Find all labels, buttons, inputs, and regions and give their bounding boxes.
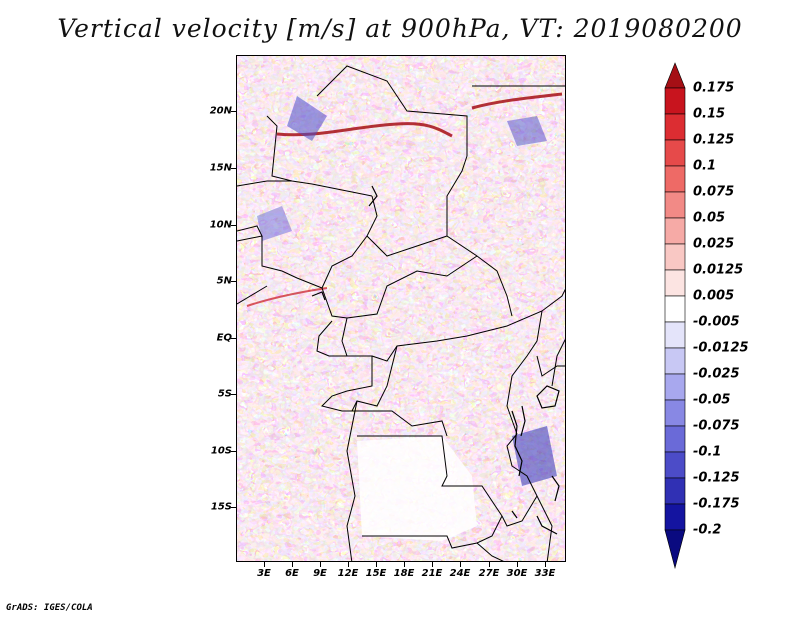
country-borders — [237, 65, 565, 561]
lat-tick — [231, 111, 236, 112]
lon-tick — [517, 562, 518, 567]
lon-tick — [460, 562, 461, 567]
lon-label-21e: 21E — [421, 568, 443, 579]
lon-label-9e: 9E — [313, 568, 327, 579]
lat-label-5n: 5N — [216, 275, 232, 287]
colorbar-segment — [664, 62, 686, 89]
colorbar-label: 0.005 — [693, 288, 735, 304]
colorbar-segment — [664, 113, 686, 141]
colorbar-label: 0.075 — [693, 184, 735, 200]
lat-tick — [231, 281, 236, 282]
colorbar-segment — [664, 399, 686, 427]
updraft-streak — [471, 92, 563, 110]
lon-tick — [545, 562, 546, 567]
map-title: Vertical velocity [m/s] at 900hPa, VT: 2… — [57, 14, 743, 43]
colorbar-segment — [664, 87, 686, 115]
lon-tick — [376, 562, 377, 567]
colorbar-label: -0.005 — [693, 314, 740, 330]
lon-tick — [292, 562, 293, 567]
lon-label-30e: 30E — [506, 568, 528, 579]
lat-label-15n: 15N — [209, 162, 232, 174]
downdraft-patch — [287, 96, 327, 141]
colorbar-segment — [664, 425, 686, 453]
downdraft-patch — [512, 426, 557, 486]
colorbar-segment — [664, 191, 686, 219]
lon-label-3e: 3E — [257, 568, 271, 579]
map-plot-area — [236, 55, 566, 562]
lat-label-5s: 5S — [217, 388, 232, 400]
lon-tick — [264, 562, 265, 567]
lat-label-20n: 20N — [209, 105, 232, 117]
lon-tick — [404, 562, 405, 567]
colorbar-label: -0.025 — [693, 366, 740, 382]
updraft-streak — [246, 287, 328, 307]
grads-credit: GrADS: IGES/COLA — [6, 603, 93, 613]
velocity-field — [237, 56, 565, 561]
lat-label-10n: 10N — [209, 219, 232, 231]
downdraft-patch — [257, 206, 292, 241]
colorbar-label: 0.05 — [693, 210, 726, 226]
lon-tick — [489, 562, 490, 567]
colorbar-segment — [664, 269, 686, 297]
lon-label-27e: 27E — [478, 568, 500, 579]
colorbar-segments — [664, 62, 686, 570]
colorbar-label: -0.2 — [693, 522, 722, 538]
colorbar-segment — [664, 451, 686, 479]
lon-label-15e: 15E — [365, 568, 387, 579]
lat-label-10s: 10S — [210, 445, 232, 457]
colorbar-segment — [664, 165, 686, 193]
lat-tick — [231, 394, 236, 395]
colorbar-segment — [664, 243, 686, 271]
colorbar-segment — [664, 295, 686, 323]
lon-tick — [348, 562, 349, 567]
colorbar-label: 0.175 — [693, 80, 735, 96]
colorbar-label: -0.125 — [693, 470, 740, 486]
lon-label-18e: 18E — [393, 568, 415, 579]
colorbar-label: 0.125 — [693, 132, 735, 148]
colorbar-segment — [664, 477, 686, 505]
lat-tick — [231, 338, 236, 339]
lat-label-15s: 15S — [210, 501, 232, 513]
lakes — [311, 185, 560, 535]
colorbar-label: -0.05 — [693, 392, 731, 408]
colorbar-segment — [664, 321, 686, 349]
lon-label-33e: 33E — [534, 568, 556, 579]
lon-tick — [432, 562, 433, 567]
colorbar-label: -0.0125 — [693, 340, 749, 356]
colorbar-segment — [664, 139, 686, 167]
calm-region — [357, 436, 477, 541]
colorbar-label: -0.075 — [693, 418, 740, 434]
colorbar-label: 0.1 — [693, 158, 717, 174]
lat-label-eq: EQ — [216, 332, 232, 344]
lat-tick — [231, 168, 236, 169]
downdraft-patch — [507, 116, 547, 146]
colorbar-label: 0.025 — [693, 236, 735, 252]
lon-label-24e: 24E — [449, 568, 471, 579]
colorbar-segment — [664, 217, 686, 245]
colorbar-segment — [664, 347, 686, 375]
colorbar-label: 0.15 — [693, 106, 726, 122]
colorbar-segment — [664, 529, 686, 570]
lat-tick — [231, 507, 236, 508]
lat-tick — [231, 451, 236, 452]
colorbar-segment — [664, 503, 686, 531]
colorbar-label: -0.175 — [693, 496, 740, 512]
lon-tick — [320, 562, 321, 567]
colorbar-label: 0.0125 — [693, 262, 744, 278]
colorbar-segment — [664, 373, 686, 401]
lat-tick — [231, 225, 236, 226]
lon-label-6e: 6E — [285, 568, 299, 579]
colorbar-label: -0.1 — [693, 444, 722, 460]
lon-label-12e: 12E — [337, 568, 359, 579]
